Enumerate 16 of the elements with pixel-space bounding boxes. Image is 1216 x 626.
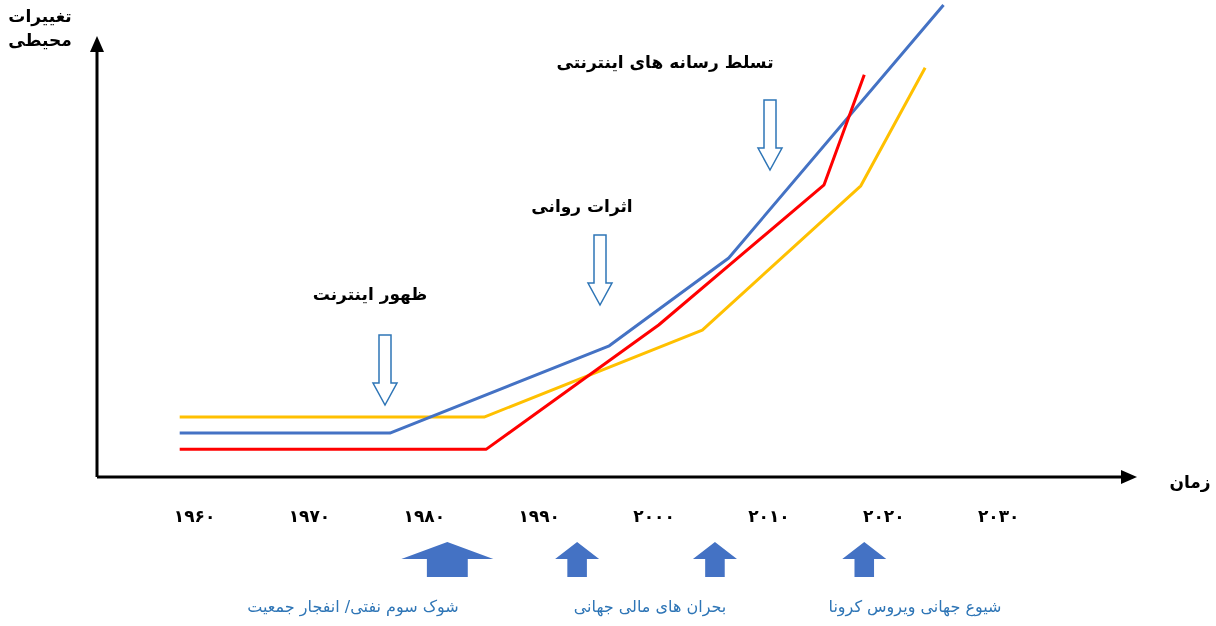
- text: بحران های مالی جهانی: [573, 597, 727, 617]
- text: شیوع جهانی ویروس کرونا: [828, 597, 1002, 617]
- x-tick-label: ۲۰۰۰: [633, 506, 675, 526]
- x-tick-label: ۲۰۲۰: [863, 506, 905, 526]
- x-tick-label: ۱۹۶۰: [173, 506, 216, 526]
- x-tick-label: ۲۰۱۰: [748, 506, 790, 526]
- x-tick-label: ۱۹۸۰: [403, 506, 446, 526]
- annotation: تسلط رسانه های اینترنتی: [556, 52, 774, 73]
- x-axis-title: زمان: [1169, 472, 1211, 492]
- text: شوک سوم نفتی/ انفجار جمعیت: [247, 597, 459, 617]
- y-axis-title: تغییرات محیطی: [8, 6, 72, 50]
- annotation: ظهور اینترنت: [312, 284, 428, 305]
- x-tick-label: ۱۹۷۰: [288, 506, 331, 526]
- x-tick-label: ۱۹۹۰: [518, 506, 560, 526]
- x-tick-label: ۲۰۳۰: [977, 506, 1020, 526]
- annotation: اثرات روانی: [531, 196, 633, 217]
